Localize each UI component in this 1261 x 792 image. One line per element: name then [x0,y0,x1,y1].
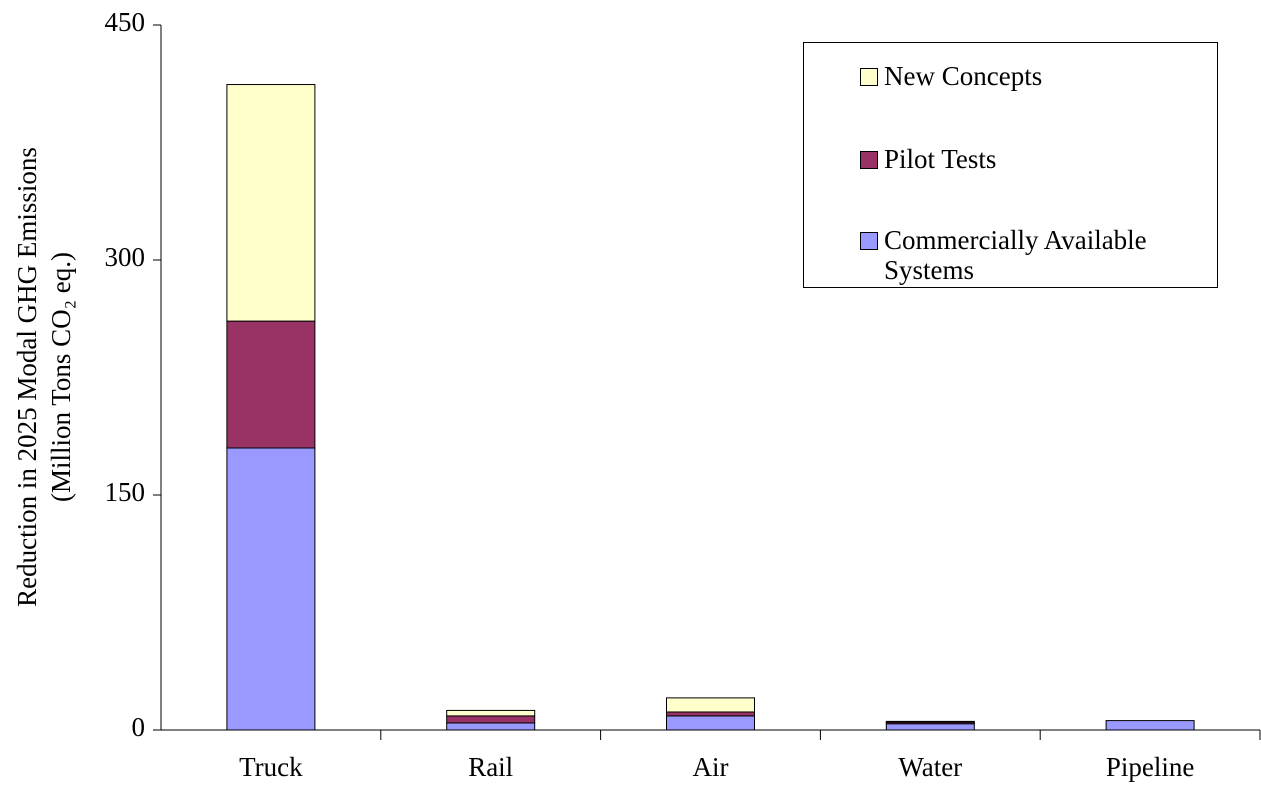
bar-segment [885,723,975,731]
x-tick-label: Pipeline [1106,752,1195,782]
bar-segment [226,320,316,449]
legend-swatch [860,68,878,86]
y-axis-label: (Million Tons CO₂ eq.) [46,252,76,502]
x-tick-label: Water [898,752,962,782]
y-tick-label: 0 [132,712,146,742]
legend-label: New Concepts [884,61,1043,91]
bar-segment [1105,720,1195,731]
legend-label: Pilot Tests [884,144,997,174]
bar-segment [446,722,536,731]
legend-item: Commercially Available Systems [860,225,1210,285]
bar-segment [666,697,755,713]
x-tick-label: Truck [239,752,303,782]
y-axis-label: Reduction in 2025 Modal GHG Emissions [12,147,42,607]
bar-segment [446,709,536,717]
x-tick-label: Air [693,752,729,782]
bar-segment [226,447,316,731]
y-tick-label: 300 [105,242,146,272]
legend-swatch [860,151,878,169]
legend-swatch [860,232,878,250]
bar-segment [885,720,975,723]
y-tick-label: 450 [105,7,146,37]
bar-segment [666,715,755,731]
legend-item: Pilot Tests [860,144,1210,174]
bar-segment [446,715,536,724]
bar-segment [226,84,316,322]
y-tick-label: 150 [105,477,146,507]
legend: New Concepts Pilot Tests Commercially Avai… [803,42,1218,288]
legend-label: Commercially Available Systems [884,225,1147,285]
x-tick-label: Rail [468,752,513,782]
legend-item: New Concepts [860,61,1210,91]
bar-segment [666,711,755,717]
